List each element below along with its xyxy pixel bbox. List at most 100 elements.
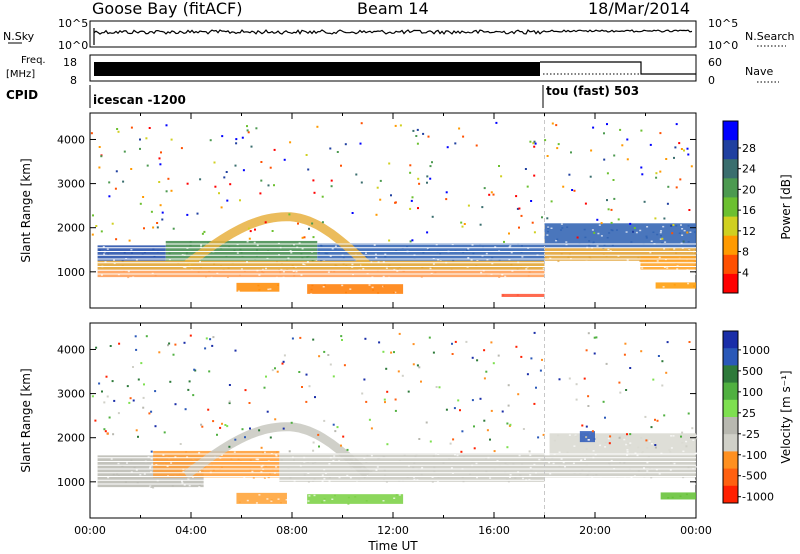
velocity-scatter-point — [473, 425, 475, 428]
power-speckle — [207, 242, 210, 244]
velocity-speckle — [191, 476, 194, 478]
velocity-speckle — [646, 439, 649, 441]
velocity-speckle — [514, 477, 517, 479]
power-speckle — [276, 261, 278, 263]
velocity-speckle — [321, 501, 324, 503]
power-scatter-point — [313, 191, 316, 194]
velocity-scatter-point — [654, 418, 656, 421]
power-speckle — [556, 238, 559, 241]
power-colorbar: 4 8 12 16 20 24 28 — [722, 120, 756, 294]
velocity-speckle — [260, 466, 263, 468]
velocity-speckle — [258, 494, 261, 496]
power-scatter-point — [394, 201, 397, 204]
power-scatter-point — [390, 194, 392, 197]
velocity-speckle — [186, 456, 189, 458]
velocity-scatter-point — [418, 366, 421, 369]
power-colorbar-swatch — [723, 216, 738, 237]
power-speckle — [557, 260, 560, 263]
velocity-scatter-point — [248, 402, 251, 404]
power-speckle — [286, 259, 288, 261]
power-speckle — [588, 244, 591, 246]
velocity-speckle — [682, 476, 685, 479]
power-scatter-point — [546, 217, 549, 220]
velocity-scatter-point — [290, 421, 293, 424]
power-scatter-point — [665, 158, 668, 160]
power-scatter-point — [682, 240, 685, 243]
velocity-scatter-point — [618, 436, 621, 439]
power-scatter-point — [145, 137, 148, 140]
velocity-speckle — [370, 470, 373, 473]
power-scatter-point — [90, 132, 93, 135]
velocity-speckle — [679, 495, 682, 497]
power-scatter-point — [305, 154, 308, 156]
velocity-scatter-point — [624, 342, 627, 345]
power-speckle — [267, 288, 270, 291]
velocity-speckle — [147, 456, 150, 458]
power-region-3 — [97, 260, 545, 270]
power-scatter-point — [409, 240, 412, 243]
power-scatter-point — [600, 222, 603, 225]
velocity-scatter-point — [451, 353, 454, 355]
velocity-scatter-point — [346, 448, 349, 451]
power-scatter-point — [267, 184, 270, 187]
power-speckle — [565, 241, 568, 243]
velocity-scatter-point — [135, 429, 138, 432]
velocity-speckle — [685, 493, 688, 496]
power-speckle — [437, 258, 440, 261]
power-scatter-point — [122, 180, 125, 183]
velocity-speckle — [149, 485, 152, 487]
velocity-speckle — [293, 459, 295, 461]
power-speckle — [491, 256, 494, 259]
power-scatter-point — [632, 230, 634, 233]
power-speckle — [560, 223, 563, 225]
velocity-speckle — [275, 466, 278, 468]
velocity-scatter-point — [654, 444, 657, 446]
power-scatter-point — [673, 156, 675, 159]
power-colorbar-swatch — [723, 140, 738, 160]
power-scatter-point — [633, 227, 636, 229]
velocity-speckle — [549, 473, 552, 475]
power-scatter-point — [596, 218, 599, 221]
velocity-speckle — [133, 466, 136, 469]
power-scatter-point — [273, 184, 275, 187]
power-speckle — [295, 270, 298, 273]
velocity-scatter-point — [618, 381, 621, 384]
velocity-speckle — [269, 473, 271, 475]
power-scatter-point — [462, 135, 465, 138]
velocity-speckle — [289, 477, 292, 479]
velocity-speckle — [626, 442, 629, 445]
velocity-speckle — [414, 455, 417, 458]
power-region-5 — [236, 282, 280, 292]
velocity-scatter-point — [453, 407, 456, 410]
cpid-mode-1: icescan -1200 — [93, 93, 186, 107]
power-scatter-point — [526, 185, 529, 188]
power-scatter-point — [610, 221, 613, 224]
velocity-speckle — [199, 470, 202, 473]
power-scatter-point — [247, 227, 250, 230]
x-tick-label: 20:00 — [579, 524, 611, 537]
velocity-scatter-point — [522, 428, 525, 430]
power-speckle — [680, 224, 682, 226]
power-scatter-point — [360, 181, 363, 184]
velocity-scatter-point — [476, 359, 479, 362]
velocity-scatter-point — [193, 368, 196, 371]
velocity-scatter-point — [174, 403, 177, 406]
power-scatter-point — [239, 199, 241, 202]
velocity-scatter-point — [539, 369, 542, 372]
power-scatter-point — [308, 227, 310, 230]
power-scatter-point — [533, 174, 536, 177]
power-speckle — [130, 248, 133, 251]
power-speckle — [646, 259, 649, 262]
power-speckle — [584, 236, 587, 239]
power-scatter-point — [410, 199, 413, 202]
velocity-speckle — [375, 469, 378, 471]
velocity-speckle — [628, 444, 631, 447]
power-speckle — [693, 261, 696, 263]
velocity-speckle — [275, 453, 278, 456]
velocity-speckle — [629, 454, 632, 456]
velocity-scatter-point — [533, 402, 536, 405]
power-colorbar-tick-label: 4 — [742, 266, 749, 279]
power-scatter-point — [159, 163, 162, 166]
velocity-speckle — [584, 458, 586, 460]
power-speckle — [267, 250, 270, 252]
